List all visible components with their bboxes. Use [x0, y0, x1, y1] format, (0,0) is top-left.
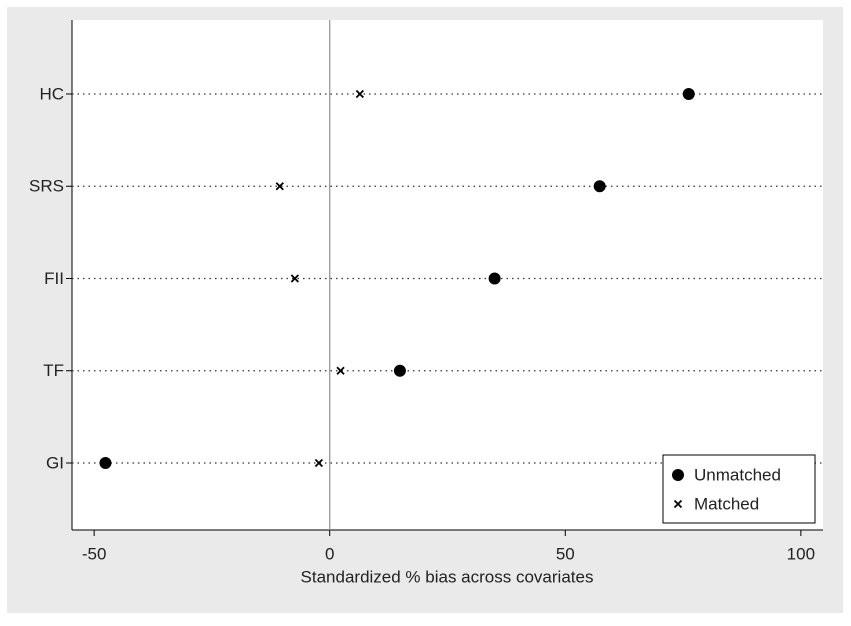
x-marker	[355, 89, 365, 99]
plot-region	[72, 20, 823, 530]
legend-label: Matched	[694, 494, 759, 513]
x-tick-label: 0	[325, 544, 334, 563]
y-tick-label: FII	[44, 269, 64, 288]
x-marker	[314, 458, 324, 468]
x-tick-label: 100	[787, 544, 815, 563]
y-tick-label: GI	[46, 453, 64, 472]
y-tick-label: TF	[43, 361, 64, 380]
x-tick-label: 50	[556, 544, 575, 563]
x-marker	[336, 366, 345, 375]
dot	[593, 180, 606, 193]
x-marker	[275, 182, 284, 191]
y-tick-label: HC	[39, 84, 64, 103]
x-tick-label: -50	[82, 544, 107, 563]
legend-symbol	[672, 469, 684, 481]
x-axis-title: Standardized % bias across covariates	[301, 567, 594, 586]
legend-symbol	[673, 499, 683, 509]
legend-box	[662, 454, 816, 524]
x-marker	[290, 274, 299, 283]
dot	[682, 88, 695, 100]
dot	[393, 364, 406, 377]
dot	[488, 272, 501, 285]
y-tick-label: SRS	[29, 177, 64, 196]
dot	[99, 457, 112, 469]
legend-label: Unmatched	[694, 465, 781, 484]
